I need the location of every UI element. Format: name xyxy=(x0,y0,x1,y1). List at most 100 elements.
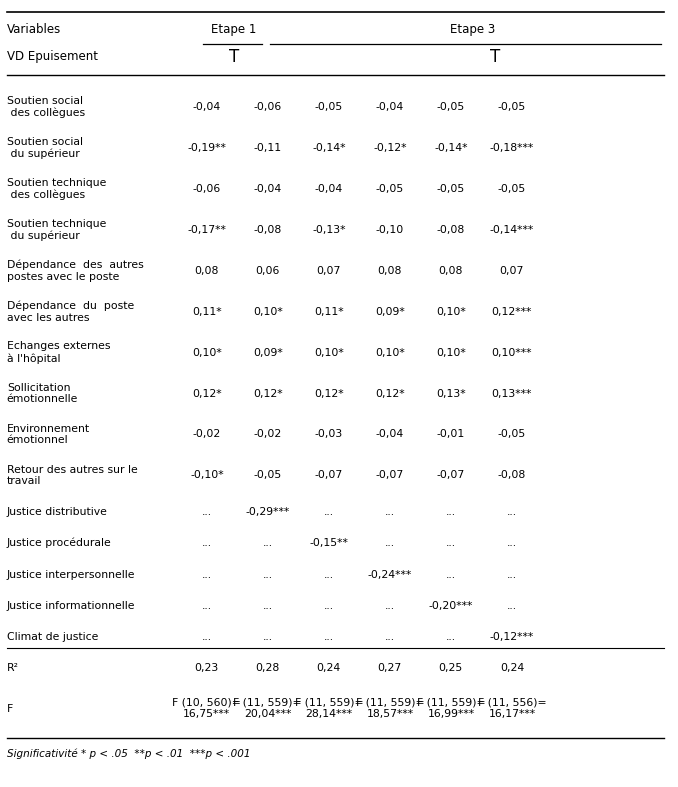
Text: Retour des autres sur le
travail: Retour des autres sur le travail xyxy=(7,464,138,486)
Text: 0,10***: 0,10*** xyxy=(492,348,532,357)
Text: -0,29***: -0,29*** xyxy=(245,507,290,516)
Text: 0,08: 0,08 xyxy=(439,266,463,275)
Text: Soutien technique
 du supérieur: Soutien technique du supérieur xyxy=(7,219,106,241)
Text: -0,04: -0,04 xyxy=(254,184,282,194)
Text: ...: ... xyxy=(202,570,212,579)
Text: F (11, 556)=
16,17***: F (11, 556)= 16,17*** xyxy=(477,698,546,719)
Text: 0,24: 0,24 xyxy=(317,663,341,673)
Text: -0,04: -0,04 xyxy=(376,430,404,439)
Text: 0,08: 0,08 xyxy=(378,266,402,275)
Text: -0,05: -0,05 xyxy=(437,102,465,112)
Text: -0,07: -0,07 xyxy=(315,471,343,480)
Text: -0,05: -0,05 xyxy=(315,102,343,112)
Text: ...: ... xyxy=(385,507,395,516)
Text: 0,10*: 0,10* xyxy=(436,307,466,316)
Text: -0,15**: -0,15** xyxy=(309,538,348,548)
Text: -0,05: -0,05 xyxy=(437,184,465,194)
Text: 0,10*: 0,10* xyxy=(375,348,405,357)
Text: 0,23: 0,23 xyxy=(195,663,219,673)
Text: 0,12*: 0,12* xyxy=(314,389,344,398)
Text: -0,08: -0,08 xyxy=(498,471,526,480)
Text: -0,01: -0,01 xyxy=(437,430,465,439)
Text: -0,20***: -0,20*** xyxy=(428,601,473,611)
Text: Sollicitation
émotionnelle: Sollicitation émotionnelle xyxy=(7,382,78,405)
Text: F (11, 559)=
20,04***: F (11, 559)= 20,04*** xyxy=(233,698,302,719)
Text: 0,07: 0,07 xyxy=(500,266,524,275)
Text: -0,10: -0,10 xyxy=(376,225,404,235)
Text: ...: ... xyxy=(507,570,517,579)
Text: Dépendance  du  poste
avec les autres: Dépendance du poste avec les autres xyxy=(7,301,134,323)
Text: 0,10*: 0,10* xyxy=(253,307,283,316)
Text: -0,08: -0,08 xyxy=(254,225,282,235)
Text: -0,11: -0,11 xyxy=(254,143,282,153)
Text: 0,11*: 0,11* xyxy=(192,307,222,316)
Text: Etape 1: Etape 1 xyxy=(212,24,256,36)
Text: Significativité * p < .05  **p < .01  ***p < .001: Significativité * p < .05 **p < .01 ***p… xyxy=(7,748,250,759)
Text: -0,04: -0,04 xyxy=(376,102,404,112)
Text: F: F xyxy=(7,704,13,714)
Text: 0,12*: 0,12* xyxy=(375,389,405,398)
Text: -0,04: -0,04 xyxy=(315,184,343,194)
Text: -0,02: -0,02 xyxy=(254,430,282,439)
Text: ...: ... xyxy=(446,507,456,516)
Text: Climat de justice: Climat de justice xyxy=(7,633,98,642)
Text: 0,07: 0,07 xyxy=(317,266,341,275)
Text: -0,10*: -0,10* xyxy=(190,471,224,480)
Text: -0,04: -0,04 xyxy=(193,102,221,112)
Text: Justice informationnelle: Justice informationnelle xyxy=(7,601,136,611)
Text: 0,12***: 0,12*** xyxy=(492,307,532,316)
Text: 0,11*: 0,11* xyxy=(314,307,344,316)
Text: -0,08: -0,08 xyxy=(437,225,465,235)
Text: Justice procédurale: Justice procédurale xyxy=(7,538,111,549)
Text: ...: ... xyxy=(385,538,395,548)
Text: 0,06: 0,06 xyxy=(256,266,280,275)
Text: 0,13*: 0,13* xyxy=(436,389,466,398)
Text: -0,13*: -0,13* xyxy=(312,225,346,235)
Text: F (10, 560)=
16,75***: F (10, 560)= 16,75*** xyxy=(172,698,241,719)
Text: ...: ... xyxy=(324,633,334,642)
Text: 0,09*: 0,09* xyxy=(253,348,283,357)
Text: 0,24: 0,24 xyxy=(500,663,524,673)
Text: -0,02: -0,02 xyxy=(193,430,221,439)
Text: -0,05: -0,05 xyxy=(254,471,282,480)
Text: ...: ... xyxy=(263,601,273,611)
Text: ...: ... xyxy=(263,633,273,642)
Text: ...: ... xyxy=(507,538,517,548)
Text: ...: ... xyxy=(507,601,517,611)
Text: -0,17**: -0,17** xyxy=(187,225,226,235)
Text: -0,24***: -0,24*** xyxy=(367,570,412,579)
Text: 0,08: 0,08 xyxy=(195,266,219,275)
Text: Justice interpersonnelle: Justice interpersonnelle xyxy=(7,570,136,579)
Text: Echanges externes
à l'hôpital: Echanges externes à l'hôpital xyxy=(7,342,111,364)
Text: ...: ... xyxy=(324,601,334,611)
Text: ...: ... xyxy=(202,507,212,516)
Text: T: T xyxy=(490,48,500,65)
Text: -0,05: -0,05 xyxy=(498,430,526,439)
Text: -0,18***: -0,18*** xyxy=(490,143,534,153)
Text: -0,05: -0,05 xyxy=(498,184,526,194)
Text: ...: ... xyxy=(202,601,212,611)
Text: 0,10*: 0,10* xyxy=(436,348,466,357)
Text: Environnement
émotionnel: Environnement émotionnel xyxy=(7,423,90,445)
Text: -0,14*: -0,14* xyxy=(312,143,346,153)
Text: F (11, 559)=
28,14***: F (11, 559)= 28,14*** xyxy=(294,698,363,719)
Text: -0,03: -0,03 xyxy=(315,430,343,439)
Text: ...: ... xyxy=(446,633,456,642)
Text: ...: ... xyxy=(263,570,273,579)
Text: Variables: Variables xyxy=(7,24,61,36)
Text: 0,10*: 0,10* xyxy=(192,348,222,357)
Text: ...: ... xyxy=(446,570,456,579)
Text: 0,09*: 0,09* xyxy=(375,307,405,316)
Text: ...: ... xyxy=(202,538,212,548)
Text: 0,12*: 0,12* xyxy=(253,389,283,398)
Text: 0,27: 0,27 xyxy=(378,663,402,673)
Text: -0,12*: -0,12* xyxy=(373,143,407,153)
Text: -0,14*: -0,14* xyxy=(434,143,468,153)
Text: -0,14***: -0,14*** xyxy=(490,225,534,235)
Text: R²: R² xyxy=(7,663,19,673)
Text: Soutien social
 des collègues: Soutien social des collègues xyxy=(7,96,85,118)
Text: ...: ... xyxy=(324,507,334,516)
Text: 0,13***: 0,13*** xyxy=(492,389,532,398)
Text: -0,19**: -0,19** xyxy=(187,143,226,153)
Text: Justice distributive: Justice distributive xyxy=(7,507,108,516)
